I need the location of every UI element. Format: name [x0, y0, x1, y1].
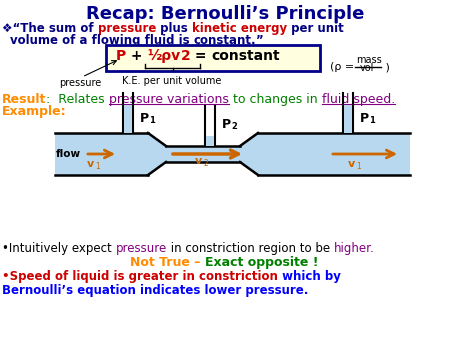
Text: =: = — [190, 49, 212, 63]
Text: pressure: pressure — [59, 78, 101, 88]
Text: per unit: per unit — [287, 22, 344, 35]
Text: v: v — [195, 156, 202, 166]
Text: ❖“The sum of: ❖“The sum of — [2, 22, 98, 35]
Text: in constriction region to be: in constriction region to be — [167, 242, 333, 255]
Text: 1: 1 — [95, 162, 100, 171]
Bar — [206, 136, 214, 146]
Text: ): ) — [382, 62, 390, 72]
Text: K.E. per unit volume: K.E. per unit volume — [122, 76, 222, 86]
Text: Example:: Example: — [2, 105, 67, 118]
Text: P: P — [222, 118, 231, 131]
Text: P: P — [140, 112, 149, 125]
Text: pressure variations: pressure variations — [109, 93, 229, 106]
Text: Bernoulli’s equation indicates lower pressure.: Bernoulli’s equation indicates lower pre… — [2, 284, 308, 297]
Text: :  Relates: : Relates — [46, 93, 109, 106]
Text: v: v — [87, 159, 94, 169]
Text: ½ρv: ½ρv — [148, 49, 181, 63]
Text: to changes in: to changes in — [229, 93, 321, 106]
Text: 2: 2 — [181, 49, 190, 63]
Polygon shape — [55, 133, 410, 175]
Text: ”: ” — [256, 34, 264, 47]
Text: flow: flow — [56, 149, 81, 159]
Text: higher.: higher. — [333, 242, 374, 255]
Text: P: P — [116, 49, 126, 63]
Text: Recap: Bernoulli’s Principle: Recap: Bernoulli’s Principle — [86, 5, 364, 23]
Text: •Speed of liquid is greater in constriction: •Speed of liquid is greater in constrict… — [2, 270, 278, 283]
Text: +: + — [126, 49, 148, 63]
Text: Exact opposite !: Exact opposite ! — [205, 256, 318, 269]
Text: constant: constant — [212, 49, 280, 63]
Text: Not True –: Not True – — [130, 256, 205, 269]
Text: 1: 1 — [149, 116, 155, 125]
Text: volume of a flowing fluid is: volume of a flowing fluid is — [10, 34, 194, 47]
Text: pressure: pressure — [98, 22, 156, 35]
Text: 2: 2 — [203, 159, 208, 168]
Text: kinetic energy: kinetic energy — [192, 22, 287, 35]
Text: mass: mass — [356, 55, 382, 65]
Text: (ρ =: (ρ = — [330, 62, 358, 72]
Text: vol: vol — [360, 63, 374, 73]
Text: plus: plus — [156, 22, 192, 35]
Text: P: P — [360, 112, 369, 125]
Text: 1: 1 — [369, 116, 375, 125]
Text: fluid speed.: fluid speed. — [321, 93, 395, 106]
Text: constant.: constant. — [194, 34, 256, 47]
Text: 2: 2 — [231, 122, 237, 131]
Bar — [344, 105, 352, 133]
Text: Result: Result — [2, 93, 46, 106]
Text: pressure: pressure — [116, 242, 167, 255]
Text: •Intuitively expect: •Intuitively expect — [2, 242, 116, 255]
FancyBboxPatch shape — [106, 45, 320, 71]
Text: v: v — [348, 159, 355, 169]
Text: 1: 1 — [356, 162, 361, 171]
Text: which by: which by — [278, 270, 341, 283]
Bar — [124, 105, 132, 133]
